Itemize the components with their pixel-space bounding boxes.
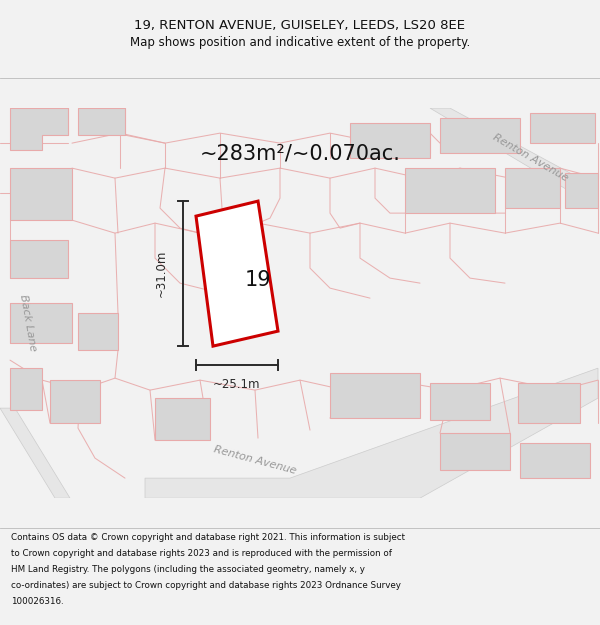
Polygon shape [405, 168, 495, 213]
Polygon shape [565, 173, 598, 208]
Text: co-ordinates) are subject to Crown copyright and database rights 2023 Ordnance S: co-ordinates) are subject to Crown copyr… [11, 581, 401, 590]
Polygon shape [440, 118, 520, 153]
Polygon shape [520, 443, 590, 478]
Polygon shape [196, 201, 278, 346]
Text: ~31.0m: ~31.0m [155, 249, 168, 297]
Polygon shape [430, 108, 598, 208]
Text: ~25.1m: ~25.1m [213, 378, 261, 391]
Text: 100026316.: 100026316. [11, 598, 64, 606]
Polygon shape [78, 108, 125, 135]
Text: 19: 19 [245, 270, 271, 290]
Polygon shape [440, 433, 510, 470]
Polygon shape [0, 408, 70, 498]
Polygon shape [50, 380, 100, 423]
Polygon shape [10, 303, 72, 343]
Text: HM Land Registry. The polygons (including the associated geometry, namely x, y: HM Land Registry. The polygons (includin… [11, 565, 365, 574]
Text: Contains OS data © Crown copyright and database right 2021. This information is : Contains OS data © Crown copyright and d… [11, 532, 405, 541]
Polygon shape [155, 398, 210, 440]
Polygon shape [145, 368, 598, 498]
Polygon shape [430, 383, 490, 420]
Text: ~283m²/~0.070ac.: ~283m²/~0.070ac. [200, 143, 400, 163]
Polygon shape [10, 108, 68, 150]
Polygon shape [78, 313, 118, 350]
Text: Renton Avenue: Renton Avenue [212, 444, 298, 476]
Text: Back Lane: Back Lane [18, 294, 38, 352]
Polygon shape [330, 373, 420, 418]
Polygon shape [10, 240, 68, 278]
Polygon shape [505, 168, 560, 208]
Polygon shape [350, 123, 430, 158]
Polygon shape [10, 368, 42, 410]
Polygon shape [530, 113, 595, 143]
Text: to Crown copyright and database rights 2023 and is reproduced with the permissio: to Crown copyright and database rights 2… [11, 549, 392, 558]
Polygon shape [518, 383, 580, 423]
Text: Renton Avenue: Renton Avenue [491, 132, 569, 184]
Polygon shape [10, 168, 72, 220]
Text: 19, RENTON AVENUE, GUISELEY, LEEDS, LS20 8EE: 19, RENTON AVENUE, GUISELEY, LEEDS, LS20… [134, 19, 466, 31]
Text: Map shows position and indicative extent of the property.: Map shows position and indicative extent… [130, 36, 470, 49]
